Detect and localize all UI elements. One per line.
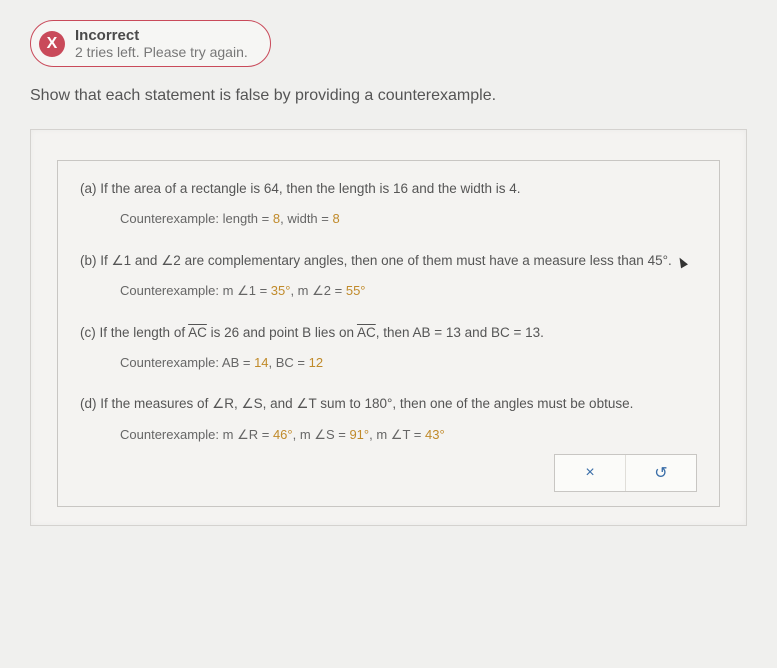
stem-post: are complementary angles, then one of th… [181,253,672,268]
instruction-text: Show that each statement is false by pro… [30,87,747,105]
part-c-answer[interactable]: Counterexample: AB = 14, BC = 12 [80,353,697,373]
stem-post: sum to 180°, then one of the angles must… [316,396,633,411]
part-a: (a) If the area of a rectangle is 64, th… [80,179,697,229]
part-a-text: If the area of a rectangle is 64, then t… [100,181,520,196]
clear-button[interactable]: × [555,455,625,491]
angle-1: 1 [112,253,132,268]
part-d: (d) If the measures of R, S, and T sum t… [80,394,697,444]
answer-angle-1: 1 [237,283,256,298]
part-a-label: (a) [80,181,97,196]
part-d-label: (d) [80,396,97,411]
part-d-stem: (d) If the measures of R, S, and T sum t… [80,394,697,414]
eq: = [410,427,425,442]
sep: , m [369,427,391,442]
part-c-val2[interactable]: 12 [309,355,323,370]
part-d-val1[interactable]: 46° [273,427,293,442]
answer-prefix: Counterexample: AB = [120,355,254,370]
answer-angle-2: 2 [312,283,331,298]
alert-subtitle: 2 tries left. Please try again. [75,44,248,60]
part-d-val3[interactable]: 43° [425,427,445,442]
part-d-answer[interactable]: Counterexample: m R = 46°, m S = 91°, m … [80,425,697,445]
angle-t: T [296,396,316,411]
part-a-length-value[interactable]: 8 [273,211,280,226]
eq: = [256,283,271,298]
part-b-label: (b) [80,253,97,268]
eq: = [335,427,350,442]
segment-ac-2: AC [357,325,376,340]
angle-s: S [241,396,262,411]
cursor-icon [676,255,688,268]
stem-post: , then AB = 13 and BC = 13. [376,325,544,340]
answer-prefix: Counterexample: length = [120,211,273,226]
stem-pre: If the length of [100,325,189,340]
part-a-width-value[interactable]: 8 [332,211,339,226]
stem-mid: and [131,253,161,268]
answer-angle-r: R [237,427,258,442]
alert-text: Incorrect 2 tries left. Please try again… [75,27,248,60]
answer-prefix: Counterexample: m [120,427,237,442]
incorrect-alert: X Incorrect 2 tries left. Please try aga… [30,20,271,67]
angle-2: 2 [161,253,181,268]
part-c-label: (c) [80,325,96,340]
part-a-stem: (a) If the area of a rectangle is 64, th… [80,179,697,199]
alert-title: Incorrect [75,27,248,44]
error-icon: X [39,31,65,57]
question-inner: (a) If the area of a rectangle is 64, th… [57,160,720,507]
part-c: (c) If the length of AC is 26 and point … [80,323,697,373]
answer-angle-t: T [391,427,410,442]
sep: , m [293,427,315,442]
segment-ac-1: AC [188,325,207,340]
answer-prefix: Counterexample: m [120,283,237,298]
answer-angle-s: S [314,427,334,442]
sep: , m [290,283,312,298]
answer-mid: , width = [280,211,332,226]
reset-button[interactable]: ↺ [625,455,696,491]
stem-pre: If the measures of [100,396,212,411]
part-b-val2[interactable]: 55° [346,283,366,298]
button-bar-container: × ↺ [80,454,697,492]
c2: , and [263,396,297,411]
stem-mid: is 26 and point B lies on [207,325,357,340]
eq: = [258,427,273,442]
part-b-answer[interactable]: Counterexample: m 1 = 35°, m 2 = 55° [80,281,697,301]
part-b-val1[interactable]: 35° [271,283,291,298]
question-panel: (a) If the area of a rectangle is 64, th… [30,129,747,526]
part-c-val1[interactable]: 14 [254,355,268,370]
part-c-stem: (c) If the length of AC is 26 and point … [80,323,697,343]
answer-mid: , BC = [269,355,309,370]
part-b-stem: (b) If 1 and 2 are complementary angles,… [80,251,697,271]
button-bar: × ↺ [554,454,697,492]
stem-pre: If [100,253,111,268]
eq: = [331,283,346,298]
part-d-val2[interactable]: 91° [349,427,369,442]
part-a-answer[interactable]: Counterexample: length = 8, width = 8 [80,209,697,229]
angle-r: R [212,396,234,411]
part-b: (b) If 1 and 2 are complementary angles,… [80,251,697,301]
